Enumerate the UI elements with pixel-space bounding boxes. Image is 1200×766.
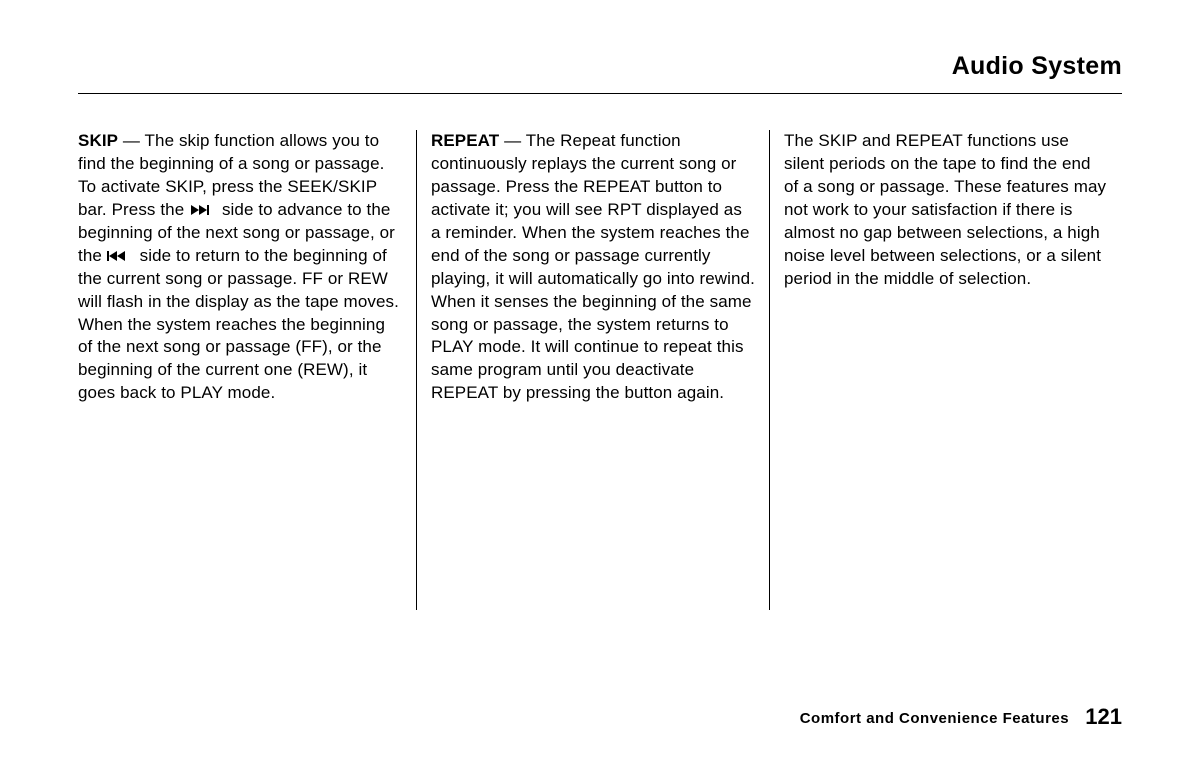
page-footer: Comfort and Convenience Features 121 xyxy=(800,704,1122,730)
text: — xyxy=(118,131,144,150)
text: side to return to the beginning of the c… xyxy=(78,246,399,403)
footer-page-number: 121 xyxy=(1085,704,1122,729)
page-title: Audio System xyxy=(78,52,1122,94)
fast-forward-icon xyxy=(189,204,217,216)
column-3: The SKIP and REPEAT functions use silent… xyxy=(784,130,1122,610)
rewind-icon xyxy=(107,250,135,262)
column-divider xyxy=(416,130,417,610)
column-divider xyxy=(769,130,770,610)
note-paragraph: The SKIP and REPEAT functions use silent… xyxy=(784,130,1108,291)
footer-section-label: Comfort and Convenience Features xyxy=(800,710,1069,727)
skip-paragraph: SKIP — The skip function allows you to f… xyxy=(78,130,402,405)
content-columns: SKIP — The skip function allows you to f… xyxy=(78,130,1122,610)
column-1: SKIP — The skip function allows you to f… xyxy=(78,130,416,610)
text: The SKIP and REPEAT functions use silent… xyxy=(784,131,1106,288)
repeat-label: REPEAT xyxy=(431,131,499,150)
column-2: REPEAT — The Repeat function continuousl… xyxy=(431,130,769,610)
text: — xyxy=(499,131,525,150)
text: The Repeat function continuously replays… xyxy=(431,131,755,402)
repeat-paragraph: REPEAT — The Repeat function continuousl… xyxy=(431,130,755,405)
skip-label: SKIP xyxy=(78,131,118,150)
